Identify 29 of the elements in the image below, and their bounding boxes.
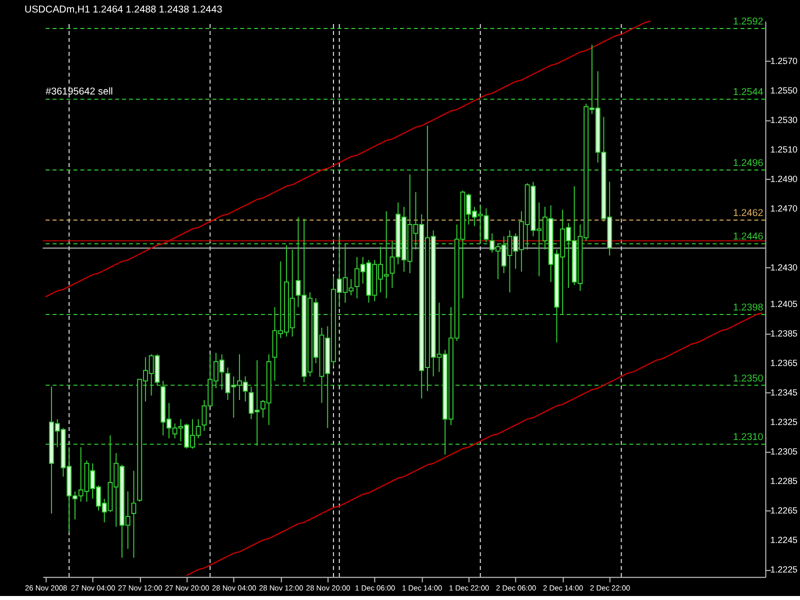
y-tick-label: 1.2385 [770, 328, 798, 339]
annotation: #36195642 sell [46, 86, 113, 98]
chart-title: USDCADm,H1 1.2464 1.2488 1.2438 1.2443 [24, 4, 223, 16]
y-tick-label: 1.2430 [770, 262, 798, 272]
ref-line-label: 1.2398 [732, 302, 764, 314]
line-series [186, 312, 763, 576]
y-tick-label: 1.2325 [770, 417, 798, 428]
y-tick-label: 1.2285 [770, 476, 798, 486]
y-tick-label: 1.2305 [770, 446, 798, 457]
y-tick-label: 1.2245 [770, 535, 798, 546]
candlestick [131, 470, 136, 558]
y-tick-label: 1.2530 [770, 114, 798, 125]
y-tick-label: 1.2405 [770, 299, 798, 310]
y-tick-label: 1.2365 [770, 358, 798, 368]
y-tick-label: 1.2550 [770, 85, 798, 96]
y-tick-label: 1.2345 [770, 388, 798, 398]
y-tick-label: 1.2570 [770, 56, 798, 66]
y-tick-label: 1.2510 [770, 144, 798, 154]
ref-line-label: 1.2496 [732, 158, 764, 170]
y-tick-label: 1.2490 [770, 174, 798, 184]
ref-line-label: 1.2350 [732, 373, 764, 384]
y-tick-label: 1.2225 [770, 564, 798, 575]
y-tick-label: 1.2470 [770, 203, 798, 214]
ref-line-label: 1.2310 [732, 432, 764, 444]
ref-line-label: 1.2462 [732, 208, 764, 220]
ref-line-label: 1.2446 [732, 232, 764, 243]
y-tick-label: 1.2265 [770, 506, 798, 516]
ref-line-label: 1.2592 [732, 16, 764, 28]
ref-line-label: 1.2544 [732, 87, 764, 98]
